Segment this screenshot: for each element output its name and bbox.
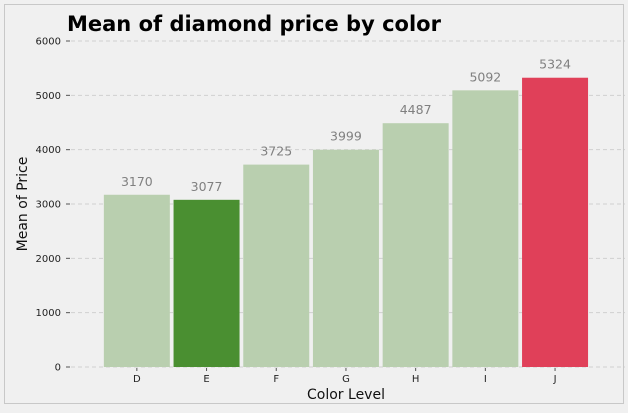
bars bbox=[103, 77, 589, 368]
x-tick-label: J bbox=[553, 374, 557, 385]
bar-E bbox=[173, 199, 240, 367]
x-tick-label: G bbox=[342, 374, 350, 385]
data-label-E: 3077 bbox=[191, 179, 223, 194]
chart-title: Mean of diamond price by color bbox=[67, 12, 442, 36]
bar-J bbox=[522, 77, 589, 367]
y-tick-label: 0 bbox=[55, 363, 61, 374]
data-label-I: 5092 bbox=[469, 69, 501, 84]
x-tick-label: E bbox=[203, 374, 209, 385]
y-tick-label: 5000 bbox=[36, 91, 61, 102]
x-tick-label: I bbox=[484, 374, 487, 385]
bar-chart: Mean of diamond price by color 0 1000 2000… bbox=[15, 12, 625, 403]
bar-F bbox=[243, 164, 310, 367]
y-tick-label: 6000 bbox=[36, 37, 61, 48]
bar-I bbox=[452, 90, 519, 368]
data-label-J: 5324 bbox=[539, 57, 571, 72]
y-tick-label: 1000 bbox=[36, 308, 61, 319]
bar-H bbox=[382, 123, 449, 368]
data-label-G: 3999 bbox=[330, 129, 362, 144]
x-tick-label: D bbox=[133, 374, 141, 385]
x-axis-label: Color Level bbox=[307, 387, 385, 403]
data-labels: 3170 3077 3725 3999 4487 5092 5324 bbox=[121, 57, 571, 194]
bar-D bbox=[103, 194, 170, 367]
x-axis-ticks: D E F G H I J bbox=[133, 368, 557, 385]
x-tick-label: F bbox=[273, 374, 279, 385]
y-tick-label: 4000 bbox=[36, 145, 61, 156]
bar-G bbox=[312, 149, 379, 367]
x-tick-label: H bbox=[412, 374, 420, 385]
data-label-F: 3725 bbox=[260, 144, 292, 159]
chart-frame: Mean of diamond price by color 0 1000 2000… bbox=[4, 4, 625, 404]
data-label-H: 4487 bbox=[400, 102, 432, 117]
y-axis-ticks: 0 1000 2000 3000 4000 5000 6000 bbox=[36, 37, 70, 374]
y-axis-label: Mean of Price bbox=[15, 157, 31, 252]
y-tick-label: 2000 bbox=[36, 254, 61, 265]
data-label-D: 3170 bbox=[121, 174, 153, 189]
y-tick-label: 3000 bbox=[36, 200, 61, 211]
